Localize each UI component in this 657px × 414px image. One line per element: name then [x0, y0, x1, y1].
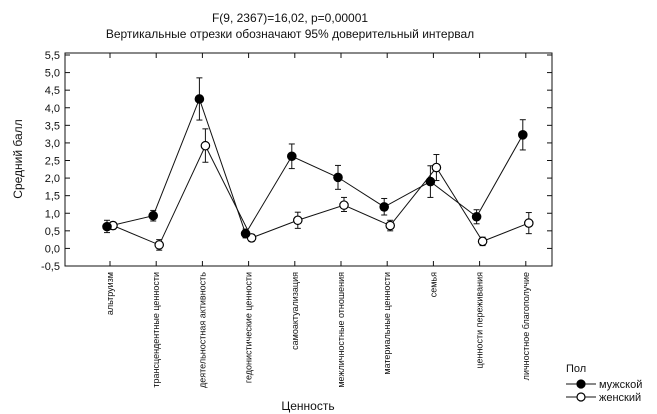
legend-label: мужской: [599, 379, 642, 391]
y-tick-label: 5,5: [45, 50, 60, 62]
y-tick-label: 3,0: [45, 138, 60, 150]
legend-marker-female: [576, 392, 586, 402]
chart-subtitle: Вертикальные отрезки обозначают 95% дове…: [106, 27, 474, 41]
female-point: [292, 215, 303, 226]
y-tick-label: 4,0: [45, 103, 60, 115]
male-point: [333, 172, 343, 183]
female-point: [431, 162, 442, 173]
y-tick-label: 2,0: [45, 173, 60, 185]
male-point: [194, 94, 205, 104]
male-point: [471, 211, 482, 222]
male-point: [379, 202, 389, 212]
plot-frame: [64, 52, 553, 267]
male-point: [148, 210, 158, 221]
x-tick-label: гедонистические ценности: [244, 272, 254, 383]
y-axis: -0,5 0,0 0,5 1,0 1,5 2,0 2,5 3,0 3,5 4,0 4,5 5,0 5,5: [41, 50, 552, 273]
female-point: [385, 220, 395, 231]
y-tick-label: 4,5: [45, 85, 60, 97]
error-bars: [104, 77, 532, 251]
series-line-female: [112, 144, 529, 246]
x-tick-label: семья: [428, 272, 438, 297]
y-tick-label: 0,5: [45, 226, 60, 238]
y-tick-label: 0,0: [45, 243, 60, 255]
female-point: [339, 200, 349, 210]
chart-title: F(9, 2367)=16,02, p=0,00001: [212, 11, 368, 25]
x-tick-label: ценности переживания: [475, 272, 485, 369]
x-axis: альтруизм трансцендентные ценности деятель…: [105, 53, 531, 388]
y-tick-label: -0,5: [41, 261, 60, 273]
male-point: [102, 221, 112, 232]
female-point: [477, 236, 488, 247]
x-tick-label: деятельностная активность: [197, 272, 207, 388]
male-point: [240, 228, 251, 239]
y-tick-label: 2,5: [45, 156, 60, 168]
y-tick-label: 1,0: [45, 208, 60, 220]
y-tick-label: 5,0: [45, 68, 60, 80]
female-point: [154, 240, 164, 250]
x-axis-title: Ценность: [281, 399, 334, 413]
male-point: [425, 176, 436, 187]
female-point: [200, 140, 211, 151]
x-tick-label: альтруизм: [105, 272, 115, 315]
legend-marker-male: [576, 379, 586, 389]
legend-label: женский: [599, 392, 641, 404]
male-point: [517, 130, 528, 140]
series-line-male: [106, 97, 524, 235]
data-points: [102, 94, 534, 250]
x-tick-label: материальные ценности: [382, 272, 392, 375]
male-point: [286, 151, 297, 162]
y-tick-label: 1,5: [45, 191, 60, 203]
female-point: [523, 218, 534, 228]
legend-title: Пол: [566, 363, 586, 375]
series-lines: [106, 97, 529, 246]
x-tick-label: трансцендентные ценности: [151, 272, 161, 388]
x-tick-label: самоактуализация: [290, 272, 300, 350]
x-tick-label: межличностные отношения: [336, 272, 346, 388]
x-tick-label: личностное благополучие: [521, 272, 531, 380]
y-tick-label: 3,5: [45, 120, 60, 132]
y-axis-title: Средний балл: [11, 119, 25, 198]
